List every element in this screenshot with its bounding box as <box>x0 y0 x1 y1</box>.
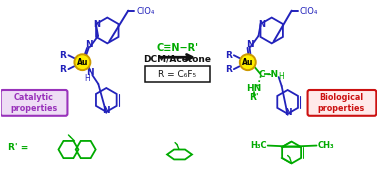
FancyBboxPatch shape <box>308 90 376 116</box>
Text: H: H <box>85 74 90 83</box>
Circle shape <box>240 54 256 70</box>
Text: –N: –N <box>266 70 279 79</box>
Text: N: N <box>85 40 93 49</box>
Text: H: H <box>278 72 284 81</box>
Text: ClO₄: ClO₄ <box>136 7 155 16</box>
Text: CH₃: CH₃ <box>318 141 334 150</box>
Text: C: C <box>259 70 265 79</box>
Text: Au: Au <box>77 58 88 67</box>
Circle shape <box>74 54 90 70</box>
FancyBboxPatch shape <box>145 66 210 82</box>
Text: DCM/Acetone: DCM/Acetone <box>143 55 211 64</box>
Text: N: N <box>284 108 291 117</box>
FancyBboxPatch shape <box>1 90 67 116</box>
Text: HN: HN <box>246 84 261 93</box>
Text: N: N <box>246 40 253 49</box>
Text: N: N <box>94 19 101 28</box>
Text: N: N <box>87 68 94 77</box>
Text: R': R' <box>249 93 259 102</box>
Text: C≡N−R': C≡N−R' <box>156 43 198 53</box>
Text: R: R <box>60 65 67 74</box>
Text: Catalytic
properties: Catalytic properties <box>10 93 57 113</box>
Text: N: N <box>258 19 265 28</box>
Text: R' =: R' = <box>8 143 29 152</box>
Text: R = C₆F₅: R = C₆F₅ <box>158 70 197 79</box>
Text: R: R <box>225 51 232 60</box>
Text: N: N <box>102 106 110 115</box>
Text: Au: Au <box>242 58 254 67</box>
Text: R: R <box>225 65 232 74</box>
Text: H₃C: H₃C <box>250 141 267 150</box>
Text: R: R <box>60 51 67 60</box>
Text: ClO₄: ClO₄ <box>300 7 318 16</box>
Text: Biological
properties: Biological properties <box>318 93 365 113</box>
